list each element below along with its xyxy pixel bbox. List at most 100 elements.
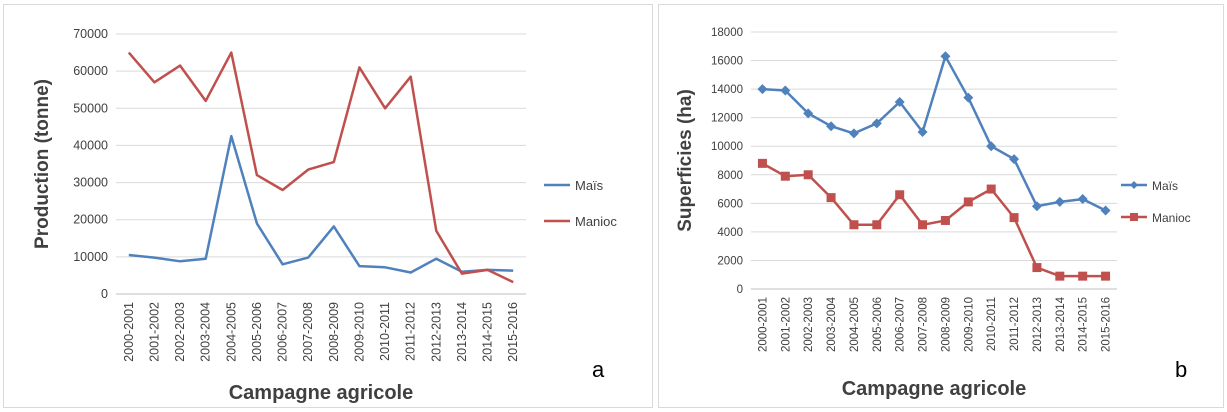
data-point-mais	[757, 84, 768, 95]
data-point-manioc	[757, 158, 767, 168]
y-axis-title: Superficies (ha)	[675, 89, 696, 232]
y-tick-label: 14000	[711, 84, 743, 96]
x-tick-label: 2000-2001	[122, 302, 136, 362]
legend-marker	[1130, 181, 1138, 189]
x-tick-label: 2012-2013	[1032, 297, 1044, 352]
legend-marker	[1130, 213, 1138, 221]
x-tick-label: 2003-2004	[199, 302, 213, 362]
y-tick-label: 70000	[73, 27, 108, 41]
data-point-manioc	[1009, 213, 1019, 223]
data-point-manioc	[940, 215, 950, 225]
x-tick-label: 2002-2003	[173, 302, 187, 362]
x-tick-label: 2004-2005	[224, 302, 238, 362]
panel-letter-a: a	[592, 357, 605, 382]
data-point-manioc	[849, 220, 859, 230]
data-point-manioc	[895, 190, 905, 200]
x-tick-label: 2014-2015	[1078, 297, 1090, 352]
y-tick-label: 12000	[711, 113, 743, 125]
x-tick-label: 2011-2012	[1009, 297, 1021, 351]
x-tick-label: 2004-2005	[849, 297, 861, 352]
y-tick-label: 18000	[711, 27, 743, 39]
data-point-manioc	[986, 184, 996, 194]
y-tick-label: 0	[101, 287, 108, 301]
data-point-manioc	[963, 197, 973, 207]
y-tick-label: 8000	[717, 170, 743, 182]
x-tick-label: 2014-2015	[481, 302, 495, 362]
x-axis-title: Campagne agricole	[229, 382, 414, 404]
x-tick-label: 2013-2014	[1055, 296, 1067, 352]
data-point-mais	[826, 121, 837, 132]
series-line-mais	[762, 55, 1107, 212]
y-tick-label: 10000	[73, 250, 108, 264]
x-tick-label: 2002-2003	[803, 297, 815, 352]
x-tick-label: 2012-2013	[429, 302, 443, 362]
x-tick-label: 2003-2004	[826, 296, 838, 352]
data-point-manioc	[918, 220, 928, 230]
x-tick-label: 2015-2016	[506, 302, 520, 362]
series-line-manioc	[127, 51, 514, 284]
data-point-manioc	[803, 170, 813, 180]
x-tick-label: 2001-2002	[780, 297, 792, 352]
data-point-mais	[871, 118, 882, 129]
y-tick-label: 50000	[73, 101, 108, 115]
y-tick-label: 6000	[717, 198, 743, 210]
x-tick-label: 2005-2006	[250, 302, 264, 362]
x-tick-label: 2009-2010	[352, 302, 366, 362]
data-point-manioc	[780, 171, 790, 181]
data-point-mais	[940, 51, 951, 62]
y-tick-label: 2000	[717, 255, 743, 267]
data-point-mais	[803, 108, 814, 119]
data-point-manioc	[826, 193, 836, 203]
data-point-mais	[1077, 194, 1088, 205]
x-tick-label: 2008-2009	[327, 302, 341, 362]
y-tick-label: 40000	[73, 138, 108, 152]
y-tick-label: 16000	[711, 56, 743, 68]
x-tick-label: 2013-2014	[455, 302, 469, 362]
x-tick-label: 2007-2008	[918, 297, 930, 352]
x-tick-label: 2007-2008	[301, 302, 315, 362]
data-point-mais	[1100, 205, 1111, 216]
y-tick-label: 20000	[73, 213, 108, 227]
y-tick-label: 4000	[717, 227, 743, 239]
data-point-mais	[917, 126, 928, 137]
data-point-manioc	[872, 220, 882, 230]
x-tick-label: 2001-2002	[147, 302, 161, 362]
y-tick-label: 30000	[73, 176, 108, 190]
data-point-mais	[894, 96, 905, 107]
data-point-mais	[986, 141, 997, 152]
x-tick-label: 2010-2011	[986, 297, 998, 351]
legend-label: Manioc	[575, 214, 617, 229]
data-point-manioc	[1101, 271, 1111, 281]
x-tick-label: 2006-2007	[276, 302, 290, 362]
x-tick-label: 2000-2001	[757, 297, 769, 352]
x-tick-label: 2006-2007	[895, 297, 907, 352]
x-tick-label: 2011-2012	[404, 302, 418, 361]
data-point-mais	[1031, 201, 1042, 212]
legend-label: Maïs	[575, 178, 604, 193]
data-point-mais	[1009, 154, 1020, 165]
legend-label: Maïs	[1152, 179, 1178, 193]
x-tick-label: 2015-2016	[1101, 297, 1113, 352]
chart-panel-superficies: 0 2000 4000 6000 8000 10000 12000 14000 16000 180…	[658, 4, 1224, 408]
x-tick-label: 2010-2011	[378, 302, 392, 361]
data-point-mais	[780, 85, 791, 96]
data-point-mais	[1054, 196, 1065, 207]
data-point-manioc	[1055, 271, 1065, 281]
chart-panel-production: 0 10000 20000 30000 40000 50000 60000 70000 2000…	[3, 4, 653, 408]
y-tick-label: 10000	[711, 141, 743, 153]
panel-letter-b: b	[1175, 357, 1188, 382]
x-axis-title: Campagne agricole	[842, 378, 1027, 400]
x-tick-label: 2008-2009	[940, 297, 952, 352]
data-point-manioc	[1078, 271, 1088, 281]
series-line-mais	[128, 134, 514, 274]
series-line-manioc	[761, 162, 1106, 278]
y-axis-title: Production (tonne)	[32, 79, 53, 249]
data-point-mais	[963, 92, 974, 103]
legend-label: Manioc	[1152, 211, 1191, 225]
x-tick-label: 2009-2010	[963, 297, 975, 352]
y-tick-label: 60000	[73, 64, 108, 78]
x-tick-label: 2005-2006	[872, 297, 884, 352]
data-point-mais	[848, 128, 859, 139]
data-point-manioc	[1032, 263, 1042, 273]
y-tick-label: 0	[737, 284, 743, 296]
